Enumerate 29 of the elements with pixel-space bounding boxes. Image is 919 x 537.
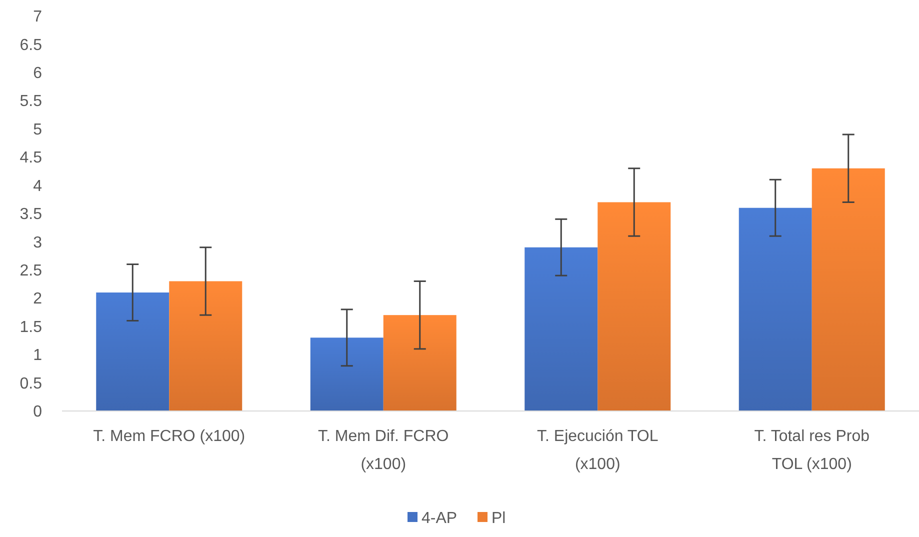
y-tick-label: 4	[33, 178, 42, 195]
y-tick-label: 5.5	[20, 93, 42, 110]
x-tick-label: T. Total res Prob TOL (x100)	[754, 428, 870, 473]
y-tick-label: 0	[33, 404, 42, 421]
bar	[310, 338, 384, 411]
bar	[738, 208, 812, 411]
bar	[524, 247, 598, 411]
x-tick-label: T. Mem FCRO (x100)	[93, 428, 246, 445]
legend-label: Pl	[492, 510, 506, 527]
legend-label: 4-AP	[422, 510, 458, 527]
y-tick-label: 1.5	[20, 318, 42, 336]
bar	[383, 315, 456, 411]
y-tick-label: 2.5	[20, 262, 42, 280]
y-tick-label: 6.5	[20, 36, 42, 54]
y-tick-label: 3.5	[20, 206, 42, 224]
y-tick-label: 5	[33, 121, 42, 138]
bar	[812, 168, 885, 411]
y-tick-label: 1	[33, 347, 42, 364]
y-tick-label: 4.5	[20, 150, 42, 167]
y-tick-label: 6	[33, 65, 42, 82]
y-tick-label: 3	[33, 234, 42, 252]
y-tick-label: 0.5	[20, 375, 42, 392]
x-tick-label: T. Mem Dif. FCRO (x100)	[318, 428, 449, 473]
y-tick-label: 2	[33, 290, 42, 308]
x-tick-label: T. Ejecución TOL (x100)	[537, 428, 658, 473]
bar	[169, 281, 242, 411]
y-tick-label: 7	[33, 8, 42, 26]
bar	[598, 202, 671, 411]
bar	[96, 292, 170, 411]
